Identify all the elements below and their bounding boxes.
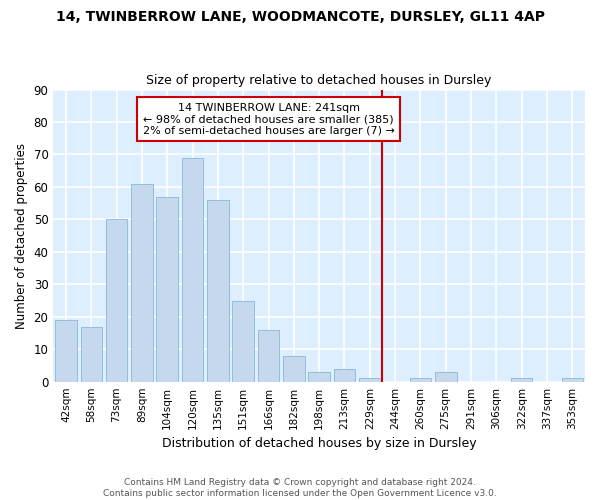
Bar bbox=[106, 220, 127, 382]
Text: 14 TWINBERROW LANE: 241sqm
← 98% of detached houses are smaller (385)
2% of semi: 14 TWINBERROW LANE: 241sqm ← 98% of deta… bbox=[143, 102, 394, 136]
Bar bbox=[511, 378, 532, 382]
Bar bbox=[232, 300, 254, 382]
Y-axis label: Number of detached properties: Number of detached properties bbox=[15, 142, 28, 328]
Bar bbox=[80, 326, 102, 382]
Bar bbox=[308, 372, 330, 382]
Bar bbox=[562, 378, 583, 382]
Bar bbox=[410, 378, 431, 382]
Text: 14, TWINBERROW LANE, WOODMANCOTE, DURSLEY, GL11 4AP: 14, TWINBERROW LANE, WOODMANCOTE, DURSLE… bbox=[56, 10, 545, 24]
Bar bbox=[359, 378, 380, 382]
Bar bbox=[182, 158, 203, 382]
Bar bbox=[435, 372, 457, 382]
Bar bbox=[157, 196, 178, 382]
Text: Contains HM Land Registry data © Crown copyright and database right 2024.
Contai: Contains HM Land Registry data © Crown c… bbox=[103, 478, 497, 498]
Bar bbox=[334, 368, 355, 382]
Bar bbox=[258, 330, 279, 382]
X-axis label: Distribution of detached houses by size in Dursley: Distribution of detached houses by size … bbox=[162, 437, 476, 450]
Title: Size of property relative to detached houses in Dursley: Size of property relative to detached ho… bbox=[146, 74, 492, 87]
Bar bbox=[207, 200, 229, 382]
Bar bbox=[131, 184, 152, 382]
Bar bbox=[55, 320, 77, 382]
Bar bbox=[283, 356, 305, 382]
